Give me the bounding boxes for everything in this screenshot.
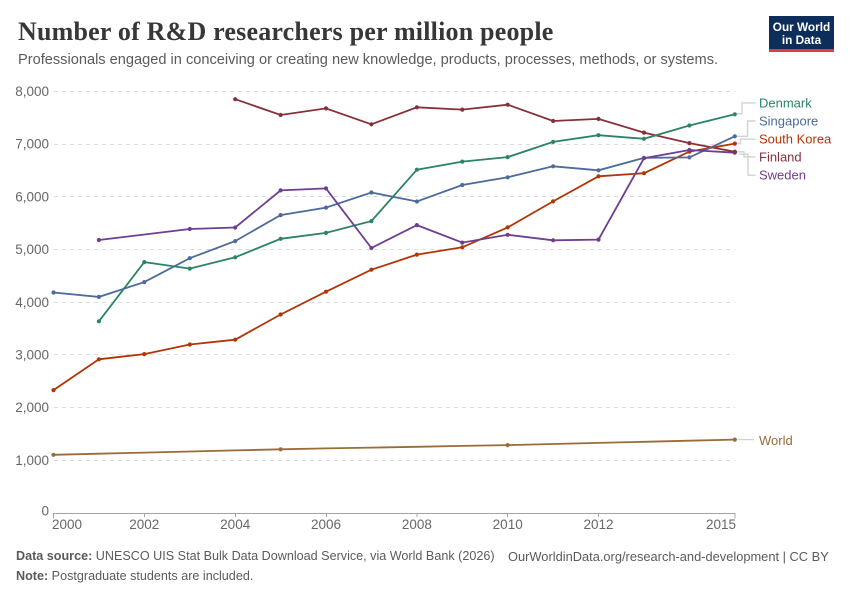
svg-text:2015: 2015 [706,517,736,532]
svg-text:Finland: Finland [759,149,802,164]
svg-text:2004: 2004 [220,517,251,532]
svg-text:0: 0 [41,504,49,519]
svg-text:2008: 2008 [402,517,432,532]
svg-text:8,000: 8,000 [15,84,49,99]
svg-text:3,000: 3,000 [15,348,49,363]
svg-text:2000: 2000 [52,517,82,532]
svg-text:2002: 2002 [129,517,159,532]
svg-text:2,000: 2,000 [15,400,49,415]
svg-text:2006: 2006 [311,517,341,532]
svg-text:2010: 2010 [493,517,523,532]
svg-text:Singapore: Singapore [759,114,818,129]
svg-text:World: World [759,433,793,448]
svg-text:South Korea: South Korea [759,132,832,147]
svg-text:2012: 2012 [583,517,613,532]
svg-text:6,000: 6,000 [15,189,49,204]
svg-text:1,000: 1,000 [15,453,49,468]
svg-text:Sweden: Sweden [759,168,806,183]
svg-text:7,000: 7,000 [15,137,49,152]
svg-text:5,000: 5,000 [15,242,49,257]
svg-text:Denmark: Denmark [759,96,812,111]
svg-text:4,000: 4,000 [15,295,49,310]
